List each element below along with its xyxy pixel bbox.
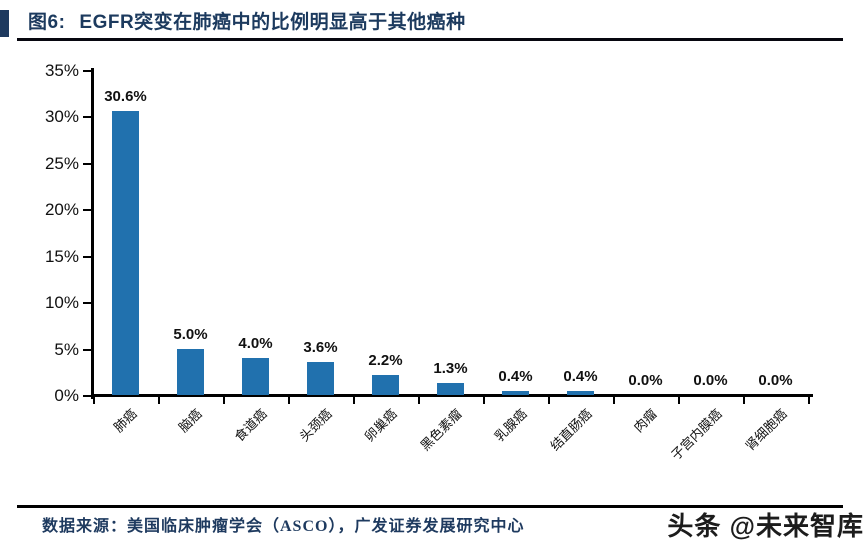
y-tick-label: 25% [44, 153, 79, 173]
bar [112, 110, 139, 395]
figure-title-row: 图6: EGFR突变在肺癌中的比例明显高于其他癌种 [28, 7, 466, 34]
bar [307, 361, 334, 395]
y-tick [83, 209, 91, 212]
bar [567, 391, 594, 395]
x-category-label-text: 食道癌 [232, 406, 271, 445]
bar-value-label: 1.3% [433, 359, 468, 377]
y-tick-label: 0% [54, 386, 79, 405]
x-category-label-text: 脑癌 [176, 406, 206, 436]
y-tick [83, 116, 91, 119]
y-tick [83, 255, 91, 258]
x-category-label-text: 黑色素瘤 [417, 406, 466, 454]
footer-divider [17, 505, 843, 508]
x-tick [743, 397, 745, 404]
bar [177, 348, 204, 395]
bar-value-label: 0.0% [693, 372, 728, 389]
x-tick [483, 397, 485, 404]
x-tick [223, 397, 225, 404]
x-tick [418, 397, 420, 404]
x-category-label-text: 子宫内膜癌 [668, 406, 726, 463]
x-category-label-text: 结直肠癌 [547, 406, 596, 454]
bar-value-label: 0.0% [628, 372, 663, 389]
figure-label: 图6: [28, 12, 66, 33]
x-category-label-text: 乳腺癌 [492, 406, 531, 445]
y-tick [83, 302, 91, 305]
figure-title: EGFR突变在肺癌中的比例明显高于其他癌种 [79, 12, 466, 33]
bar-value-label: 4.0% [238, 334, 273, 352]
x-category-label-text: 头颈癌 [297, 406, 336, 445]
title-divider [17, 38, 843, 41]
y-tick-label: 35% [44, 61, 79, 80]
bar-value-label: 0.4% [563, 368, 598, 386]
left-edge-mark [0, 10, 9, 37]
x-tick [288, 397, 290, 404]
x-tick [678, 397, 680, 404]
x-tick [158, 397, 160, 404]
y-tick-label: 15% [44, 246, 79, 266]
y-tick [83, 348, 91, 351]
y-tick-label: 30% [44, 107, 79, 127]
bar-value-label: 2.2% [368, 351, 403, 369]
bar [372, 374, 399, 395]
y-tick [83, 70, 91, 72]
y-tick [83, 395, 91, 397]
x-tick [93, 397, 95, 404]
x-category-label-text: 肺癌 [111, 406, 141, 436]
bar-value-label: 5.0% [173, 325, 208, 343]
bar [437, 382, 464, 395]
y-tick-label: 5% [54, 339, 79, 359]
bar-value-label: 30.6% [104, 87, 147, 105]
data-source-text: 数据来源：美国临床肿瘤学会（ASCO），广发证券发展研究中心 [42, 518, 525, 535]
x-axis-line [91, 394, 813, 397]
x-category-label-text: 肾细胞癌 [742, 406, 791, 454]
y-axis-line [91, 68, 94, 399]
x-category-label-text: 肉瘤 [631, 406, 661, 436]
x-tick [353, 397, 355, 404]
x-tick [808, 397, 810, 404]
y-tick-label: 20% [44, 200, 79, 220]
x-category-label-text: 卵巢癌 [362, 406, 401, 445]
bar [502, 391, 529, 395]
bar-value-label: 0.4% [498, 368, 533, 386]
x-tick [613, 397, 615, 404]
bar-value-label: 0.0% [758, 372, 793, 389]
x-tick [548, 397, 550, 404]
bar [242, 357, 269, 395]
bar-value-label: 3.6% [303, 338, 338, 356]
y-tick-label: 10% [44, 293, 79, 313]
watermark-text: 头条 @未来智库 [667, 511, 864, 541]
y-tick [83, 162, 91, 165]
